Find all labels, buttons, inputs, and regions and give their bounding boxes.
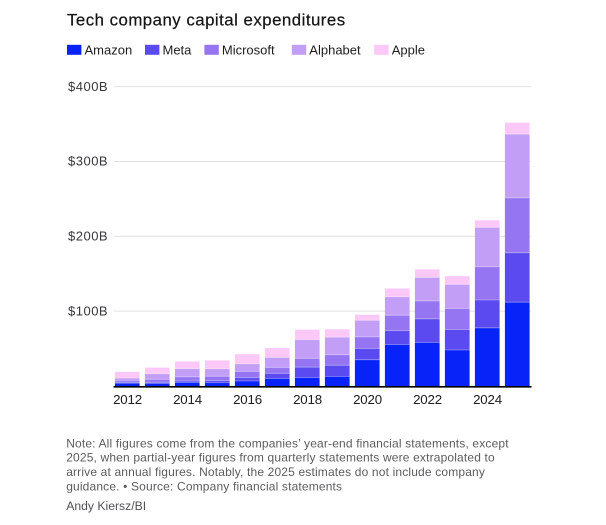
svg-text:$300B: $300B (68, 154, 108, 169)
svg-text:$200B: $200B (68, 229, 108, 244)
svg-text:2012: 2012 (113, 392, 142, 407)
svg-text:$400B: $400B (68, 79, 108, 94)
svg-text:guidance. • Source: Company fi: guidance. • Source: Company financial st… (66, 479, 342, 493)
svg-text:2022: 2022 (413, 392, 442, 407)
svg-text:Note: All figures come from th: Note: All figures come from the companie… (66, 436, 509, 450)
svg-text:2024: 2024 (473, 392, 502, 407)
svg-text:2020: 2020 (353, 392, 382, 407)
svg-text:Andy Kiersz/BI: Andy Kiersz/BI (66, 499, 146, 513)
svg-text:2014: 2014 (173, 392, 202, 407)
svg-text:Amazon: Amazon (85, 43, 133, 58)
svg-text:Tech company capital expenditu: Tech company capital expenditures (67, 11, 346, 30)
svg-text:2016: 2016 (233, 392, 262, 407)
svg-text:2025, when partial-year figure: 2025, when partial-year figures from qua… (66, 451, 495, 465)
svg-text:$100B: $100B (68, 303, 108, 318)
svg-text:Meta: Meta (163, 43, 193, 58)
svg-text:2018: 2018 (293, 392, 322, 407)
svg-text:arrive at annual figures. Nota: arrive at annual figures. Notably, the 2… (66, 465, 485, 479)
svg-text:Apple: Apple (392, 43, 425, 58)
svg-text:Alphabet: Alphabet (309, 43, 361, 58)
svg-text:Microsoft: Microsoft (222, 43, 275, 58)
